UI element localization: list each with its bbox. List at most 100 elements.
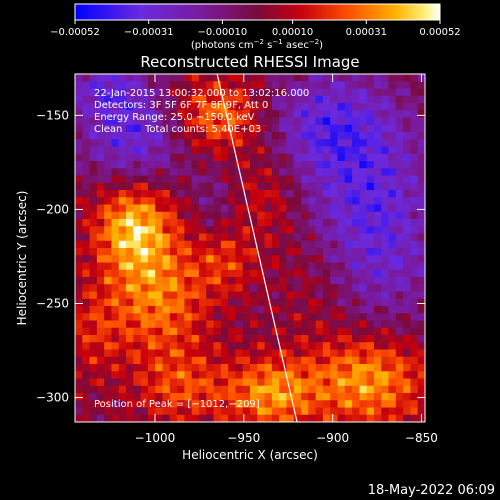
heatmap-cell (257, 248, 266, 256)
heatmap-cell (337, 313, 346, 321)
heatmap-cell (213, 414, 222, 422)
heatmap-cell (388, 110, 397, 118)
heatmap-cell (184, 262, 193, 271)
heatmap-cell (344, 139, 353, 147)
heatmap-cell (264, 197, 273, 205)
heatmap-cell (366, 298, 375, 307)
heatmap-cell (104, 342, 112, 350)
heatmap-cell (177, 298, 185, 307)
heatmap-cell (206, 211, 215, 220)
heatmap-cell (162, 95, 171, 104)
heatmap-cell (395, 110, 404, 118)
heatmap-cell (330, 291, 338, 300)
heatmap-cell (410, 168, 419, 176)
heatmap-cell (206, 146, 215, 155)
heatmap-cell (140, 146, 149, 155)
heatmap-cell (140, 153, 149, 162)
heatmap-cell (206, 400, 215, 408)
plot-frame (74, 73, 426, 423)
heatmap-cell (279, 269, 287, 278)
heatmap-cell (82, 226, 91, 234)
heatmap-cell (330, 124, 338, 133)
heatmap-cell (126, 103, 134, 111)
heatmap-cell (373, 88, 382, 97)
heatmap-cell (198, 349, 207, 358)
heatmap-cell (381, 400, 390, 408)
heatmap-cell (133, 385, 142, 394)
heatmap-cell (118, 349, 127, 358)
heatmap-cell (366, 219, 375, 227)
heatmap-cell (140, 219, 149, 227)
heatmap-cell (242, 226, 251, 234)
heatmap-cell (301, 284, 309, 292)
heatmap-cell (366, 117, 375, 126)
heatmap-cell (301, 320, 309, 329)
heatmap-cell (257, 335, 266, 343)
heatmap-cell (322, 233, 331, 242)
heatmap-cell (264, 190, 273, 198)
heatmap-cell (184, 219, 193, 227)
heatmap-cell (352, 110, 360, 118)
heatmap-cell (104, 385, 112, 394)
heatmap-cell (352, 378, 360, 387)
heatmap-cell (140, 110, 149, 118)
heatmap-cell (155, 153, 163, 162)
heatmap-cell (344, 407, 353, 416)
heatmap-cell (403, 269, 411, 278)
heatmap-cell (352, 117, 360, 126)
heatmap-cell (352, 284, 360, 292)
heatmap-cell (257, 168, 266, 176)
heatmap-cell (373, 233, 382, 242)
heatmap-cell (373, 284, 382, 292)
heatmap-cell (344, 233, 353, 242)
heatmap-cell (344, 117, 353, 126)
heatmap-cell (191, 88, 200, 97)
heatmap-cell (213, 393, 222, 401)
heatmap-cell (228, 146, 236, 155)
heatmap-cell (118, 81, 127, 89)
heatmap-cell (286, 385, 295, 394)
heatmap-cell (293, 211, 302, 220)
heatmap-cell (322, 407, 331, 416)
heatmap-cell (395, 81, 404, 89)
heatmap-cell (301, 342, 309, 350)
heatmap-cell (89, 124, 98, 133)
y-tick-label: −300 (36, 391, 69, 405)
heatmap-cell (417, 393, 425, 401)
heatmap-cell (198, 320, 207, 329)
heatmap-cell (191, 378, 200, 387)
heatmap-cell (322, 132, 331, 140)
heatmap-cell (337, 349, 346, 358)
heatmap-cell (279, 407, 287, 416)
heatmap-cell (403, 88, 411, 97)
heatmap-cell (250, 255, 258, 263)
heatmap-cell (177, 211, 185, 220)
heatmap-cell (75, 190, 83, 198)
heatmap-cell (271, 182, 280, 191)
heatmap-cell (308, 146, 317, 155)
heatmap-cell (140, 240, 149, 249)
heatmap-cell (184, 74, 193, 82)
heatmap-cell (89, 161, 98, 169)
heatmap-cell (271, 277, 280, 285)
heatmap-cell (118, 132, 127, 140)
heatmap-cell (301, 74, 309, 82)
heatmap-cell (162, 117, 171, 126)
heatmap-cell (235, 313, 244, 321)
heatmap-cell (228, 400, 236, 408)
heatmap-cell (373, 320, 382, 329)
heatmap-cell (126, 74, 134, 82)
heatmap-cell (344, 124, 353, 133)
heatmap-cell (410, 132, 419, 140)
heatmap-cell (242, 407, 251, 416)
heatmap-cell (337, 407, 346, 416)
heatmap-cell (373, 393, 382, 401)
heatmap-cell (118, 175, 127, 184)
heatmap-cell (279, 219, 287, 227)
heatmap-cell (301, 211, 309, 220)
heatmap-cell (82, 414, 91, 422)
heatmap-cell (220, 291, 229, 300)
heatmap-cell (96, 400, 105, 408)
heatmap-cell (359, 211, 368, 220)
heatmap-cell (250, 197, 258, 205)
